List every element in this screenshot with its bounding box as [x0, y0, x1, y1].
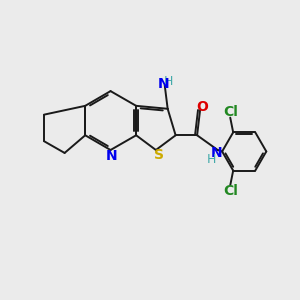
Text: H: H [207, 153, 216, 166]
Text: Cl: Cl [223, 184, 238, 198]
Text: Cl: Cl [223, 105, 238, 119]
Text: N: N [106, 149, 118, 163]
Text: H: H [164, 75, 173, 88]
Text: S: S [154, 148, 164, 162]
Text: O: O [196, 100, 208, 114]
Text: N: N [158, 77, 169, 91]
Text: N: N [210, 146, 222, 160]
